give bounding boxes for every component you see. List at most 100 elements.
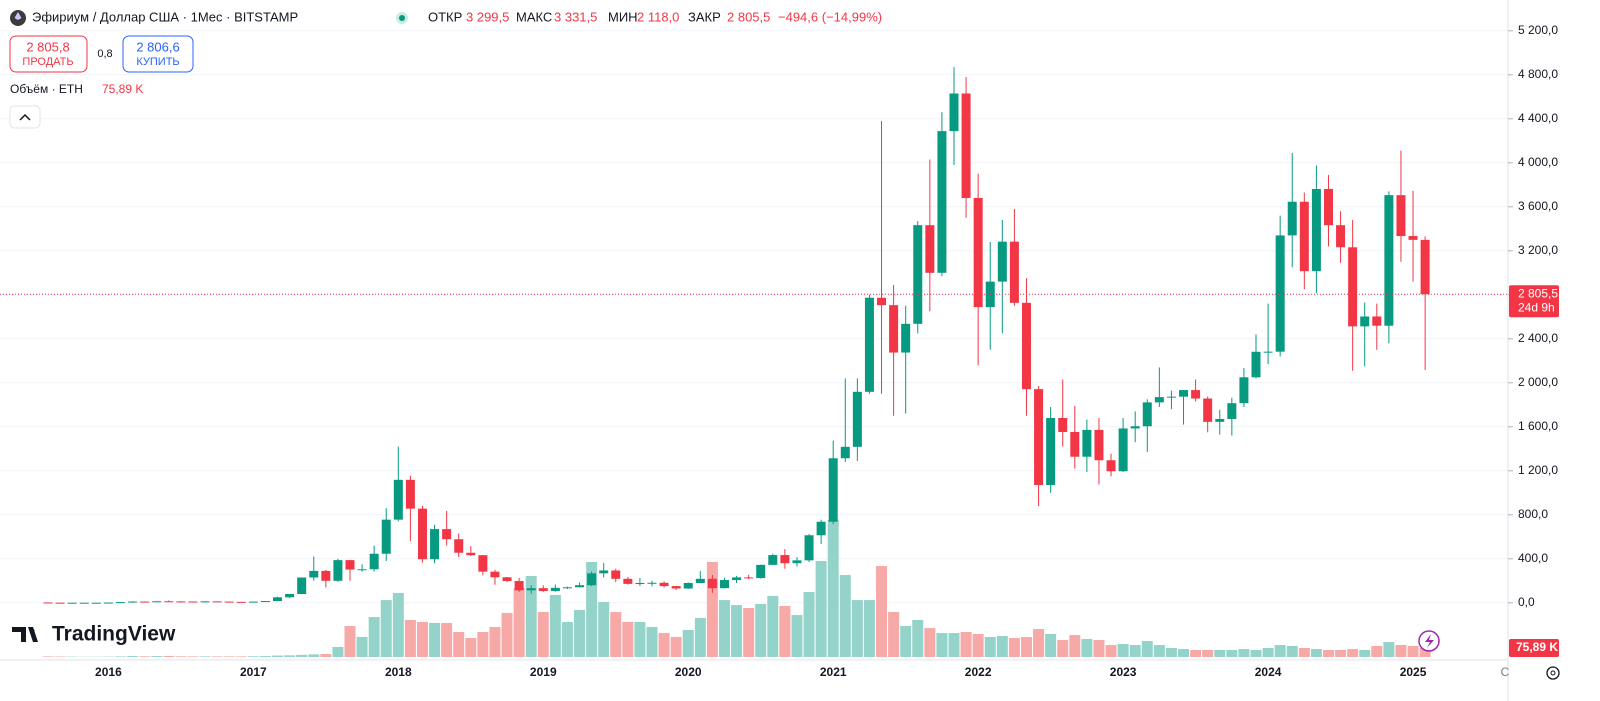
candle-body xyxy=(562,587,572,589)
volume-bar xyxy=(247,656,259,657)
volume-bar xyxy=(924,628,936,657)
candle-body xyxy=(997,241,1007,282)
x-tick-label: 2017 xyxy=(240,665,267,679)
y-tick-label: 400,0 xyxy=(1518,551,1548,565)
candle-body xyxy=(623,578,633,584)
sell-price[interactable]: 2 805,8 xyxy=(26,39,69,54)
volume-bar xyxy=(1045,633,1057,657)
volume-bar xyxy=(936,633,948,657)
volume-bar xyxy=(1310,649,1322,657)
volume-bar xyxy=(1178,649,1190,657)
ohlc-value: 2 805,5 xyxy=(727,9,770,24)
candle-body xyxy=(490,571,500,578)
candle-body xyxy=(840,446,850,459)
candle-body xyxy=(1166,396,1176,398)
volume-bar xyxy=(1141,640,1153,657)
candle-body xyxy=(1130,426,1140,429)
volume-bar xyxy=(453,631,465,657)
volume-bar xyxy=(513,587,525,657)
sell-button[interactable] xyxy=(9,35,88,73)
candle-body xyxy=(587,573,597,586)
volume-bar xyxy=(1347,649,1359,657)
volume-bar xyxy=(984,636,996,657)
volume-bar xyxy=(900,626,912,657)
volume-bar xyxy=(791,615,803,657)
settings-icon-center[interactable] xyxy=(1550,670,1556,676)
ohlc-key: МИН xyxy=(608,9,638,24)
volume-bar xyxy=(1093,640,1105,657)
candle-body xyxy=(224,601,234,603)
volume-bar xyxy=(296,654,308,657)
y-tick-label: 1 600,0 xyxy=(1518,419,1558,433)
volume-bar xyxy=(1033,629,1045,657)
candle-body xyxy=(1118,428,1128,472)
ohlc-value: 3 331,5 xyxy=(554,9,597,24)
y-tick-label: 3 600,0 xyxy=(1518,199,1558,213)
candle-body xyxy=(780,555,790,564)
volume-bar xyxy=(1407,645,1419,657)
y-tick-label: 5 200,0 xyxy=(1518,23,1558,37)
volume-bar xyxy=(465,638,477,657)
buy-button[interactable] xyxy=(122,35,194,73)
volume-bar xyxy=(1117,643,1129,657)
volume-bar xyxy=(682,629,694,657)
candle-body xyxy=(732,577,742,581)
scale-button[interactable]: C xyxy=(1501,665,1510,679)
volume-bar xyxy=(332,647,344,657)
candle-body xyxy=(949,93,959,132)
sell-label[interactable]: ПРОДАТЬ xyxy=(22,56,73,68)
candle-body xyxy=(200,601,210,603)
last-price-tag xyxy=(1509,285,1559,318)
buy-label[interactable]: КУПИТЬ xyxy=(136,56,179,68)
volume-bar xyxy=(308,654,320,657)
candle-body xyxy=(67,602,77,604)
ohlc-value: 3 299,5 xyxy=(466,9,509,24)
candle-body xyxy=(152,601,162,603)
volume-bar xyxy=(151,656,163,657)
volume-bar xyxy=(1298,647,1310,657)
buy-price[interactable]: 2 806,6 xyxy=(136,39,179,54)
candle-body xyxy=(792,560,802,564)
candle-body xyxy=(1263,351,1273,353)
volume-bar xyxy=(803,591,815,657)
volume-bar xyxy=(211,656,223,657)
candle-body xyxy=(478,555,488,572)
volume-bar xyxy=(199,656,211,657)
candle-body xyxy=(1142,402,1152,427)
volume-bar xyxy=(1226,650,1238,657)
collapse-icon[interactable] xyxy=(19,113,31,121)
candle-body xyxy=(1384,195,1394,326)
volume-bar xyxy=(1274,645,1286,657)
flash-icon[interactable] xyxy=(1425,634,1434,648)
volume-bar xyxy=(489,626,501,657)
volume-bar xyxy=(622,622,634,657)
candle-body xyxy=(357,569,367,571)
volume-bar xyxy=(610,612,622,657)
candle-body xyxy=(188,601,198,603)
settings-icon[interactable] xyxy=(1546,666,1560,680)
volume-bar xyxy=(127,656,139,657)
candle-body xyxy=(1106,460,1116,472)
candle-body xyxy=(1046,418,1056,485)
candle-body xyxy=(248,601,258,603)
candle-body xyxy=(659,582,669,587)
ohlc-key: МАКС xyxy=(516,9,552,24)
volume-bar xyxy=(718,600,730,657)
volume-tag-label: 75,89 K xyxy=(1516,640,1558,654)
candle-body xyxy=(550,587,560,592)
x-tick-label: 2025 xyxy=(1400,665,1427,679)
volume-title: Объём · ETH xyxy=(10,82,83,96)
x-tick-label: 2016 xyxy=(95,665,122,679)
collapse-button[interactable] xyxy=(9,105,41,129)
candle-body xyxy=(1179,390,1189,397)
volume-bar xyxy=(767,596,779,657)
volume-bar xyxy=(356,636,368,657)
status-dot xyxy=(399,15,405,21)
candle-body xyxy=(212,601,222,603)
volume-bar xyxy=(1069,635,1081,657)
candle-body xyxy=(707,578,717,589)
x-tick-label: 2020 xyxy=(675,665,702,679)
volume-bar xyxy=(960,631,972,657)
volume-bar xyxy=(501,612,513,657)
